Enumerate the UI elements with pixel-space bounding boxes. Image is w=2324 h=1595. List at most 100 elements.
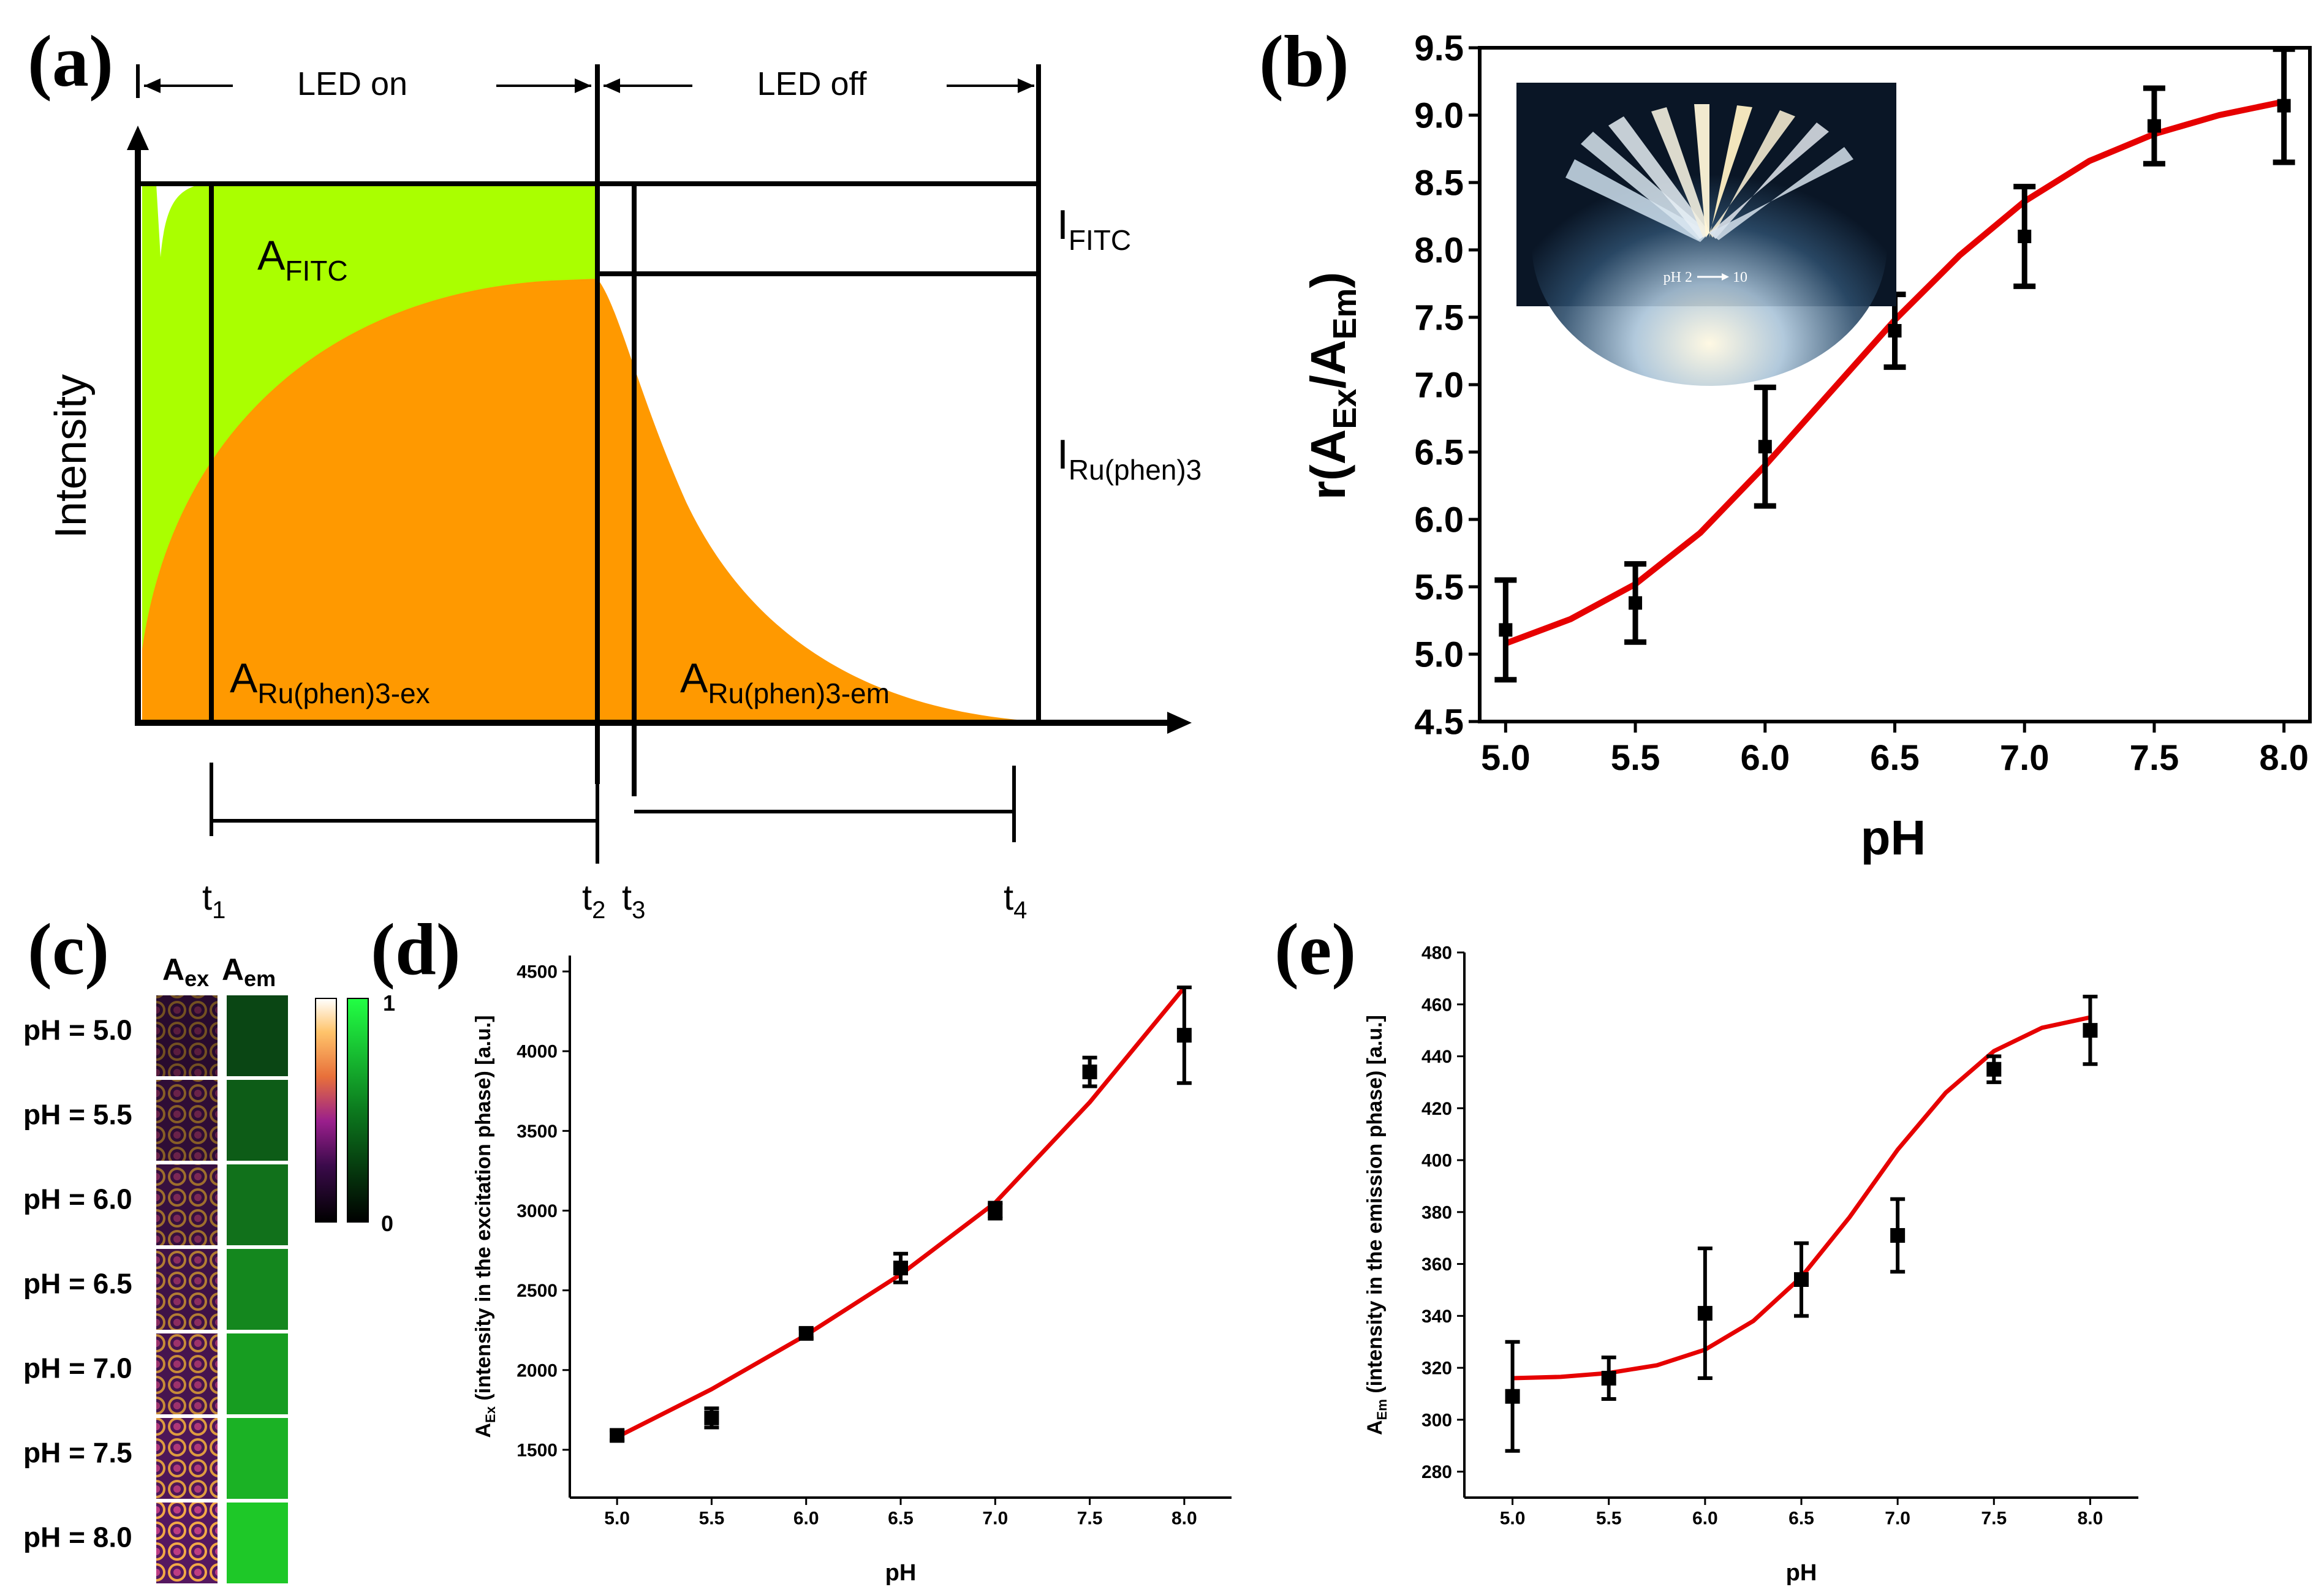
aex-image: [156, 1418, 218, 1499]
ru-area: [142, 279, 1017, 723]
a-ru-ex-label: ARu(phen)3-ex: [230, 655, 430, 709]
inset-tubes: [1565, 104, 1853, 242]
aem-image: [227, 1503, 288, 1583]
led-off-arrowhead-right: [1018, 78, 1034, 93]
panel-b-chart: 5.0 5.5 6.0 6.5 7.0 7.5 8.0 4.5 5.0 5.5 6.0 6.5 7.0 7…: [1301, 28, 2309, 865]
x-tick-label: 7.0: [1885, 1509, 1910, 1529]
y-tick-label: 2000: [517, 1360, 558, 1381]
y-tick-label: 8.5: [1414, 163, 1464, 203]
y-tick-label: 1500: [517, 1440, 558, 1460]
panel-c: (c) Aex Aem pH = 5.0pH = 5.5pH = 6.0pH =…: [23, 908, 395, 1583]
y-tick-label: 380: [1421, 1202, 1452, 1223]
panel-c-rows: pH = 5.0 pH = 5.5 pH = 6.0 pH = 6.5 pH = 7.0…: [23, 995, 288, 1583]
data-point: [1499, 623, 1513, 637]
aem-image: [227, 1164, 288, 1245]
data-point: [1794, 1272, 1809, 1287]
y-tick-label: 2500: [517, 1281, 558, 1301]
y-tick-label: 400: [1421, 1151, 1452, 1171]
data-point: [2018, 230, 2032, 243]
a-ru-em-label: ARu(phen)3-em: [680, 655, 890, 709]
panel-label-d: (d): [371, 908, 461, 990]
x-tick-label: 7.5: [2130, 738, 2179, 778]
aex-image-shade: [156, 1249, 218, 1330]
y-tick-label: 7.0: [1414, 365, 1464, 405]
y-tick-label: 8.0: [1414, 230, 1464, 270]
y-tick-label: 480: [1421, 943, 1452, 963]
y-tick-label: 5.5: [1414, 567, 1464, 607]
row-label: pH = 8.0: [23, 1521, 132, 1553]
y-axis-label: AEx (intensity in the excitation phase) …: [472, 1015, 498, 1438]
colorbar-ex: [315, 998, 337, 1223]
row-label: pH = 5.5: [23, 1099, 132, 1131]
panel-d-chart: 5.0 5.5 6.0 6.5 7.0 7.5 8.0 1500 2000 2500 3000 350…: [472, 956, 1232, 1586]
t4-label: t4: [1004, 878, 1027, 924]
inset-caption-arrowhead: [1722, 273, 1729, 281]
x-tick-label: 7.5: [1981, 1509, 2007, 1529]
inset-caption-end: 10: [1733, 270, 1747, 285]
y-axis-label: r(AEx/AEm): [1301, 272, 1363, 500]
panel-b: (b) 5.0 5.5 6.0 6.5 7.0 7.5 8.0 4.5 5.0 5.5 6.0 6.5…: [1259, 20, 2312, 865]
x-tick-label: 5.0: [604, 1509, 630, 1529]
x-axis-label: pH: [1861, 810, 1926, 865]
row-label: pH = 5.0: [23, 1014, 132, 1046]
row-label: pH = 7.5: [23, 1437, 132, 1469]
y-tick-label: 3500: [517, 1122, 558, 1142]
y-tick-label: 360: [1421, 1254, 1452, 1275]
x-axis-label: pH: [1786, 1560, 1817, 1586]
data-point: [893, 1261, 908, 1276]
panel-e-chart: 5.0 5.5 6.0 6.5 7.0 7.5 8.0 280 300 320 340 360 380 4…: [1363, 943, 2138, 1586]
x-tick-label: 8.0: [2078, 1509, 2103, 1529]
data-point: [2147, 119, 2161, 133]
x-tick-label: 7.0: [2000, 738, 2050, 778]
x-tick-label: 5.0: [1500, 1509, 1526, 1529]
data-point: [1176, 1028, 1192, 1043]
y-tick-label: 4500: [517, 962, 558, 982]
y-tick-label: 4.5: [1414, 702, 1464, 742]
led-on-arrowhead-right: [575, 78, 591, 93]
colorbar-min: 0: [381, 1211, 393, 1236]
aex-image-shade: [156, 995, 218, 1076]
aex-image: [156, 1503, 218, 1583]
inset-caption-start: pH 2: [1664, 270, 1692, 285]
aex-image-shade: [156, 1080, 218, 1161]
aex-image: [156, 1333, 218, 1414]
x-tick-label: 5.5: [1596, 1509, 1622, 1529]
led-off-label: LED off: [757, 66, 867, 102]
data-point: [1601, 1371, 1616, 1386]
t3-label: t3: [622, 878, 645, 924]
data-point: [798, 1325, 814, 1341]
col-header-em: Aem: [222, 952, 276, 991]
x-tick-label: 5.0: [1481, 738, 1531, 778]
colorbar-max: 1: [383, 990, 395, 1016]
y-tick-label: 280: [1421, 1462, 1452, 1482]
aex-image-shade: [156, 1333, 218, 1414]
t1-label: t1: [202, 878, 225, 924]
y-tick-label: 9.5: [1414, 28, 1464, 68]
panel-a-y-arrow: [127, 126, 149, 150]
x-tick-label: 6.5: [1870, 738, 1920, 778]
aem-image: [227, 995, 288, 1076]
fit-curve: [1512, 1015, 2091, 1381]
x-axis-label: pH: [885, 1560, 917, 1586]
x-tick-label: 5.5: [699, 1509, 725, 1529]
data-point: [704, 1410, 719, 1425]
data-point: [1758, 440, 1772, 454]
data-point: [1888, 324, 1902, 337]
data-point: [1986, 1061, 2002, 1077]
aem-image: [227, 1080, 288, 1161]
x-tick-label: 6.5: [888, 1509, 914, 1529]
aex-image-shade: [156, 1418, 218, 1499]
x-tick-label: 8.0: [2259, 738, 2309, 778]
colorbar-em: [347, 998, 369, 1223]
y-tick-label: 9.0: [1414, 96, 1464, 135]
data-point: [1505, 1389, 1520, 1404]
x-tick-label: 7.5: [1077, 1509, 1103, 1529]
x-tick-label: 5.5: [1611, 738, 1660, 778]
aex-image: [156, 1249, 218, 1330]
y-axis-label: AEm (intensity in the emission phase) [a…: [1363, 1015, 1390, 1435]
x-tick-label: 8.0: [1171, 1509, 1197, 1529]
panel-d: (d) 5.0 5.5 6.0 6.5 7.0 7.5 8.0 1500 2000 2500 300…: [371, 908, 1232, 1586]
y-tick-label: 4000: [517, 1042, 558, 1062]
